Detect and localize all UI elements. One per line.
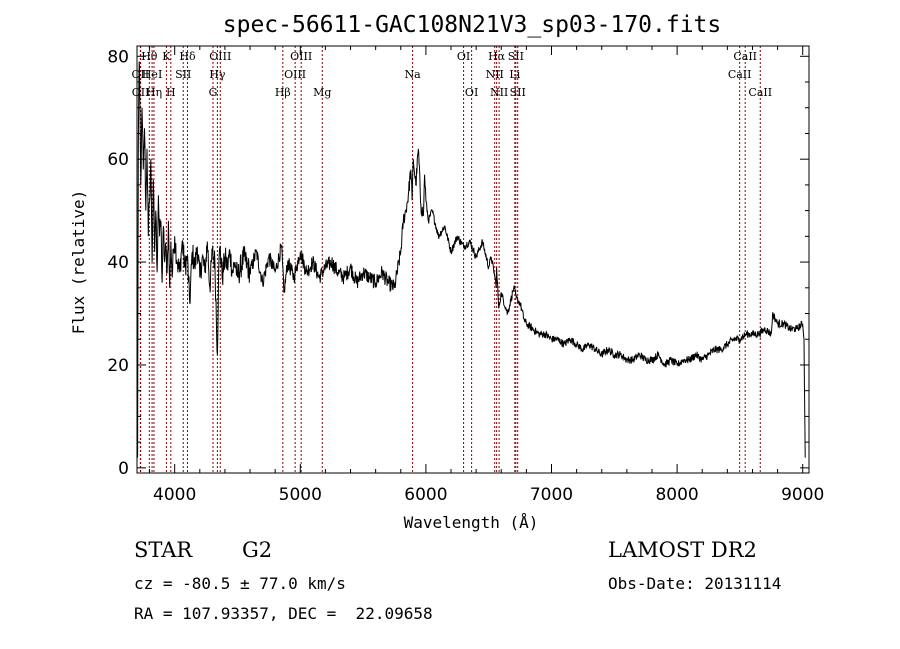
x-axis-ticks: 4000 5000 6000 7000 8000 9000	[149, 46, 824, 505]
spectral-line-label: H	[166, 86, 176, 99]
spectral-line-label: CaII	[748, 86, 772, 99]
spectral-line-label: OIII	[209, 50, 231, 63]
survey-name: LAMOST DR2	[608, 538, 757, 562]
x-tick-label: 7000	[530, 485, 573, 505]
spectral-line-label: K	[162, 50, 171, 63]
y-tick-label: 80	[107, 47, 129, 67]
y-tick-label: 60	[107, 150, 129, 170]
x-tick-label: 8000	[655, 485, 698, 505]
sky-coordinates: RA = 107.93357, DEC = 22.09658	[134, 604, 433, 623]
spectral-line-label: OI	[465, 86, 478, 99]
spectral-line-label: SII	[510, 86, 526, 99]
x-tick-label: 5000	[279, 485, 322, 505]
spectral-line-label: NII	[486, 68, 504, 81]
spectral-line-label: NII	[490, 86, 508, 99]
spectral-line-label: Mg	[313, 86, 331, 99]
spectral-line-label: HeI	[142, 68, 162, 81]
x-axis-label: Wavelength (Å)	[404, 513, 539, 532]
spectral-line-label: Hβ	[275, 86, 291, 99]
spectral-line-label: CaII	[728, 68, 752, 81]
x-tick-label: 4000	[153, 485, 196, 505]
observation-date: Obs-Date: 20131114	[608, 574, 782, 593]
y-axis-ticks: 0 20 40 60 80	[107, 47, 809, 479]
spectral-line-label: Hδ	[179, 50, 196, 63]
object-subclass: G2	[242, 538, 273, 562]
spectral-line-label: OIII	[284, 68, 306, 81]
spectral-line-label: SII	[508, 50, 524, 63]
spectral-line-label: Li	[509, 68, 520, 81]
spectral-line-label: Hη	[146, 86, 162, 99]
spectral-line-label: Hγ	[209, 68, 226, 81]
y-tick-label: 20	[107, 356, 129, 376]
spectral-line-label: CaII	[733, 50, 757, 63]
object-class: STAR	[134, 538, 193, 562]
spectral-line-label: Na	[404, 68, 421, 81]
chart-title: spec-56611-GAC108N21V3_sp03-170.fits	[223, 12, 722, 38]
spectral-line-label: SII	[175, 68, 191, 81]
redshift-velocity: cz = -80.5 ± 77.0 km/s	[134, 574, 346, 593]
spectral-line-label: Hα	[488, 50, 506, 63]
x-tick-label: 9000	[781, 485, 824, 505]
plot-frame	[136, 45, 810, 474]
spectral-line-label: OIII	[290, 50, 312, 63]
spectral-line-label: OII	[132, 86, 150, 99]
spectral-line-label: OI	[457, 50, 470, 63]
y-tick-label: 0	[118, 459, 129, 479]
x-tick-label: 6000	[404, 485, 447, 505]
spectrum-line	[136, 61, 806, 458]
y-tick-label: 40	[107, 253, 129, 273]
spectral-line-label: G	[209, 86, 218, 99]
y-axis-label: Flux (relative)	[69, 190, 88, 335]
